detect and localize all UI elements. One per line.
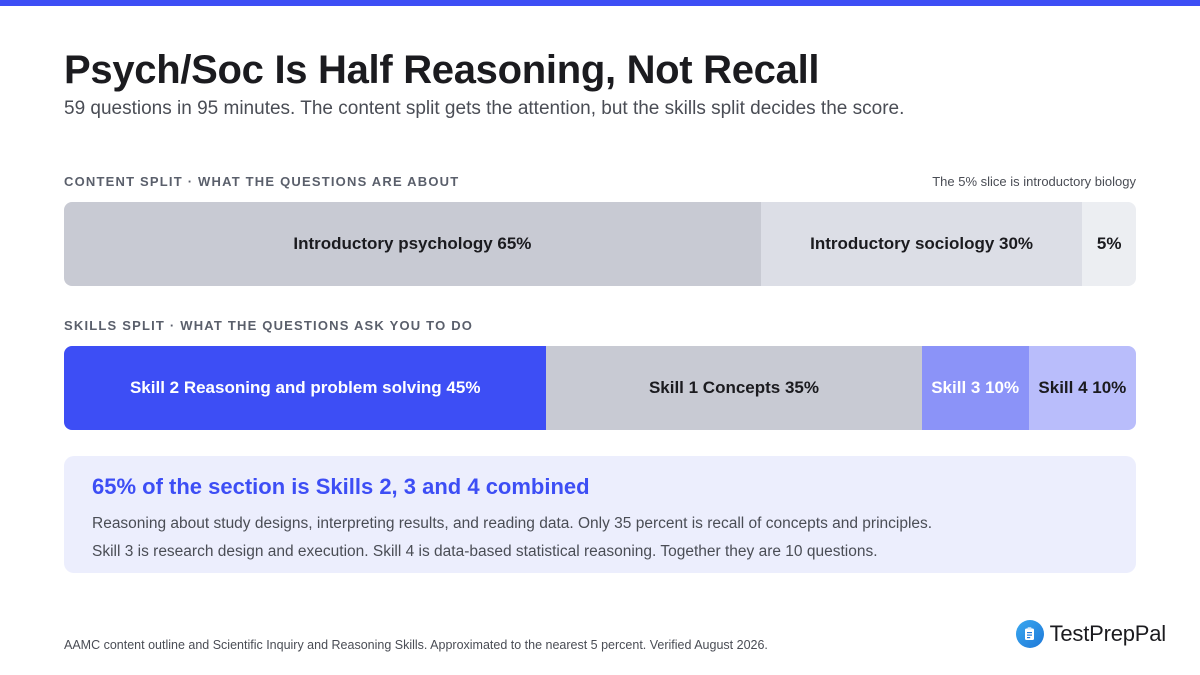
clipboard-icon (1015, 620, 1044, 648)
bar-segment-label: Skill 4 10% (1038, 378, 1127, 397)
bar-segment-skills-1: Skill 2 Reasoning and problem solving 45… (64, 346, 547, 430)
bar-segment-label: Skill 1 Concepts 35% (648, 378, 820, 397)
summary-callout: 65% of the section is Skills 2, 3 and 4 … (64, 456, 1136, 573)
bar-segment-label: Skill 3 10% (931, 378, 1020, 397)
bar-segment-label: Skill 2 Reasoning and problem solving 45… (129, 378, 481, 397)
bar-segment-content-3: 5% (1082, 202, 1136, 286)
callout-heading: 65% of the section is Skills 2, 3 and 4 … (92, 474, 590, 499)
content-split-label: CONTENT SPLIT · WHAT THE QUESTIONS ARE A… (64, 174, 460, 189)
skills-split-label: SKILLS SPLIT · WHAT THE QUESTIONS ASK YO… (64, 318, 474, 333)
brand-name: TestPrepPal (1049, 621, 1167, 646)
bar-segment-label: 5% (1096, 234, 1122, 253)
content-split-note: The 5% slice is introductory biology (932, 174, 1136, 189)
bar-segment-content-2: Introductory sociology 30% (760, 202, 1083, 286)
bar-segment-label: Introductory psychology 65% (293, 234, 532, 253)
callout-line-1: Reasoning about study designs, interpret… (92, 515, 933, 532)
page-title: Psych/Soc Is Half Reasoning, Not Recall (64, 48, 820, 92)
skills-split-bar: Skill 2 Reasoning and problem solving 45… (64, 346, 1136, 430)
brand-logo: TestPrepPal (1015, 620, 1167, 648)
source-footer: AAMC content outline and Scientific Inqu… (64, 638, 768, 652)
page-subtitle: 59 questions in 95 minutes. The content … (64, 98, 905, 119)
top-accent-bar (0, 0, 1200, 6)
bar-segment-skills-3: Skill 3 10% (921, 346, 1029, 430)
callout-line-2: Skill 3 is research design and execution… (92, 543, 878, 560)
bar-segment-label: Introductory sociology 30% (810, 234, 1034, 253)
bar-segment-content-1: Introductory psychology 65% (64, 202, 761, 286)
bar-segment-skills-2: Skill 1 Concepts 35% (546, 346, 922, 430)
content-split-bar: Introductory psychology 65% Introductory … (64, 202, 1136, 286)
bar-segment-skills-4: Skill 4 10% (1028, 346, 1136, 430)
